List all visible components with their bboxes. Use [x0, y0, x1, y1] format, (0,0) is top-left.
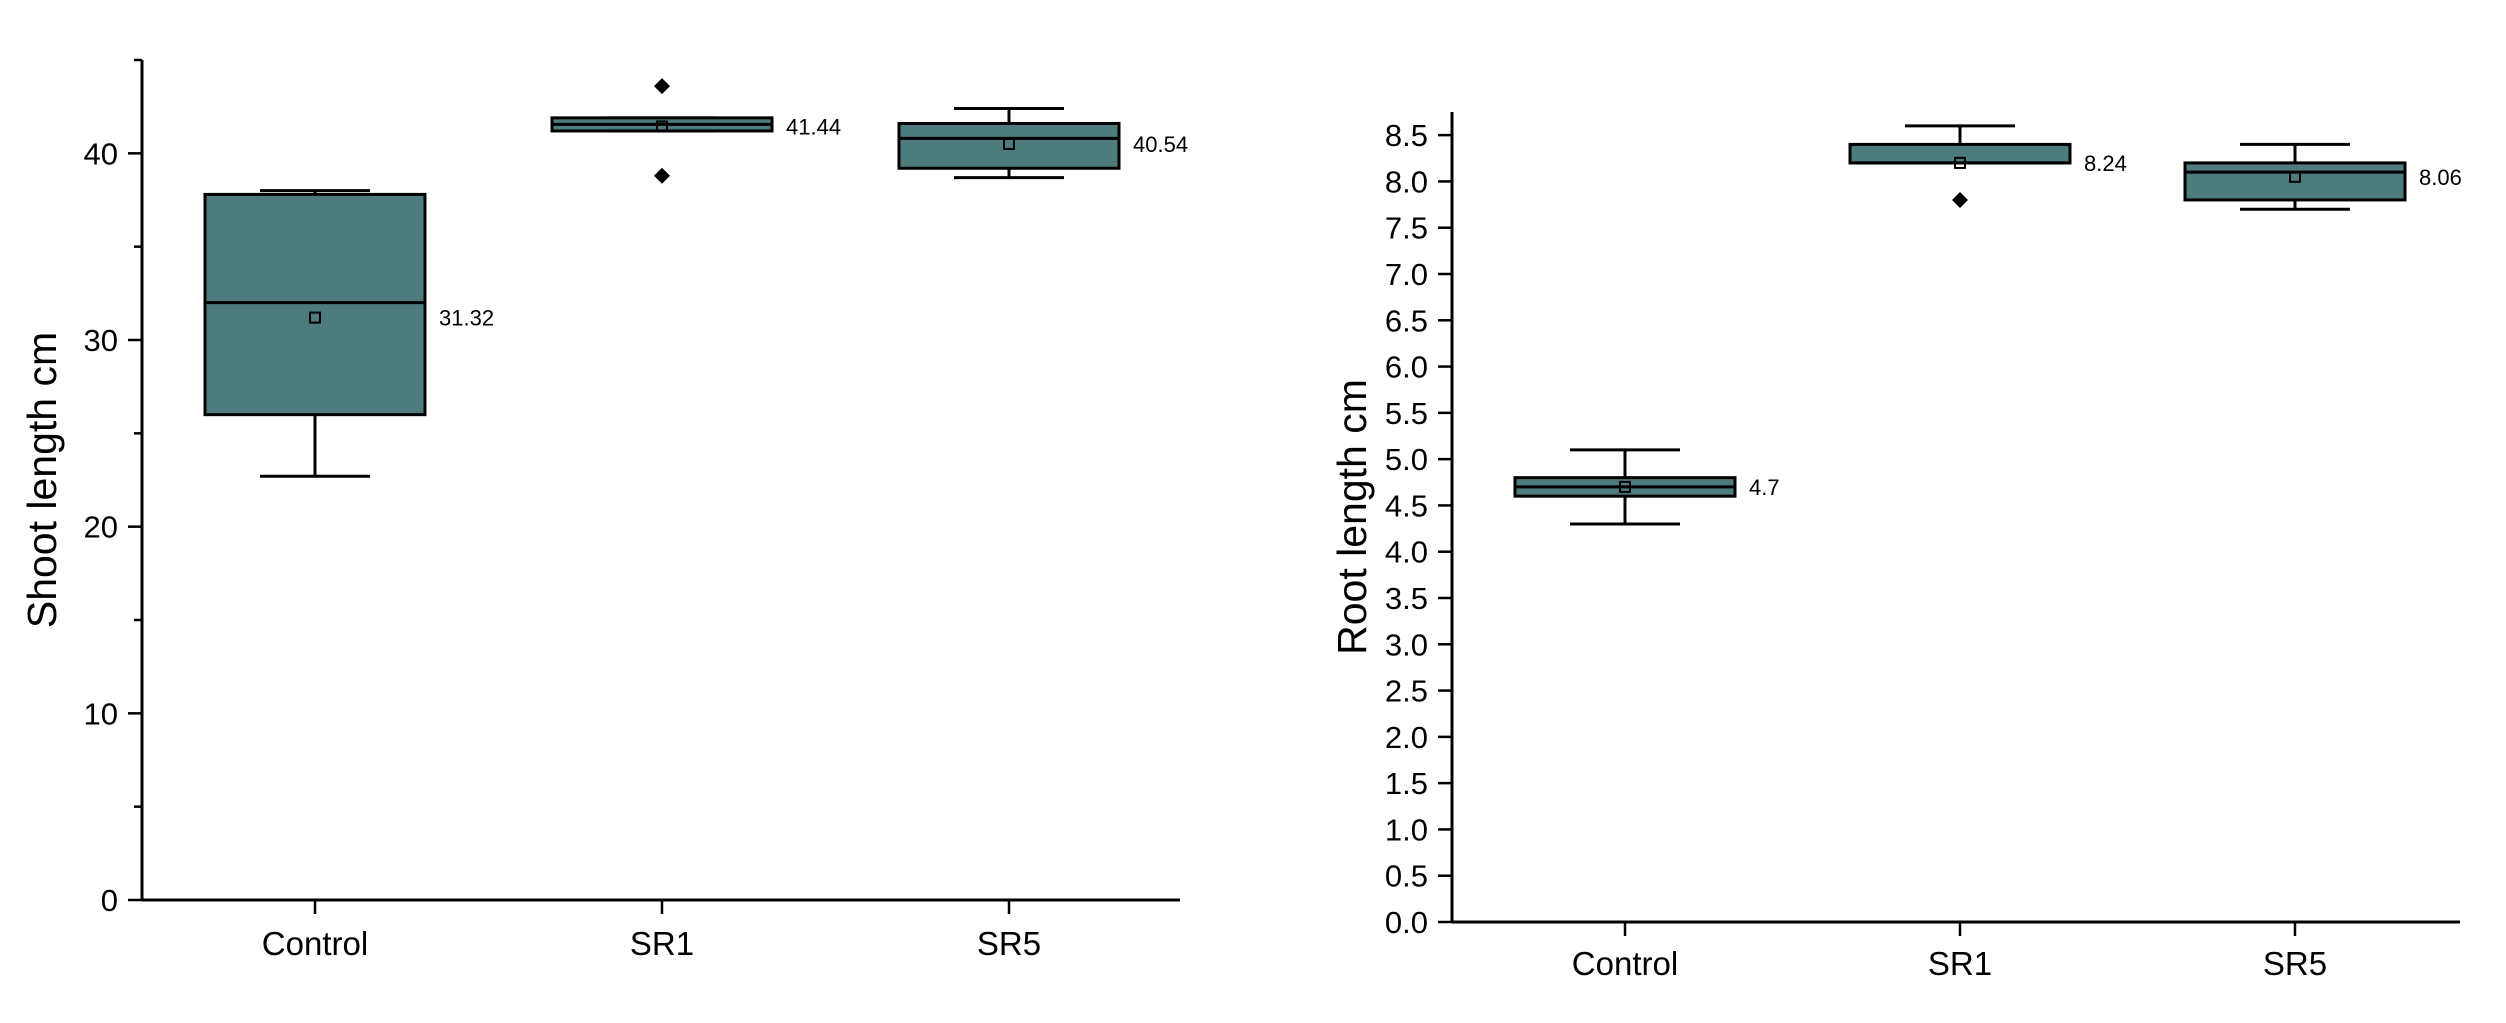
mean-value-label: 8.06: [2419, 165, 2462, 190]
y-tick-label: 5.0: [1385, 442, 1428, 477]
outlier-point: [654, 167, 670, 184]
y-tick-label: 4.0: [1385, 535, 1428, 570]
mean-value-label: 31.32: [439, 306, 494, 331]
mean-value-label: 4.7: [1749, 475, 1780, 500]
mean-marker: [656, 120, 668, 133]
x-tick-label: Control: [262, 925, 368, 962]
y-tick-label: 7.5: [1385, 211, 1428, 246]
y-tick-label: 0.0: [1385, 905, 1428, 940]
y-tick-label: 2.5: [1385, 674, 1428, 709]
box-iqr: [897, 121, 1121, 170]
y-axis-title: Shoot length cm: [19, 332, 65, 628]
chart-panel-1: 0 10 20 30 40 Shoot length cm Control SR1 SR5 31.…: [19, 58, 1188, 962]
y-tick-label: 40: [84, 136, 118, 171]
box-sr5: 8.06: [2183, 142, 2462, 211]
x-tick-label: Control: [1572, 945, 1678, 982]
outlier-point: [654, 78, 670, 95]
y-tick-label: 4.5: [1385, 488, 1428, 523]
y-tick-label: 6.0: [1385, 350, 1428, 385]
y-tick-label: 3.5: [1385, 581, 1428, 616]
y-tick-label: 10: [84, 696, 118, 731]
y-tick-label: 1.0: [1385, 812, 1428, 847]
mean-value-label: 41.44: [786, 114, 841, 139]
y-tick-label: 7.0: [1385, 257, 1428, 292]
x-tick-label: SR1: [1928, 945, 1992, 982]
y-axis-title: Root length cm: [1329, 379, 1375, 655]
y-tick-label: 0: [101, 883, 118, 918]
x-tick-label: SR5: [2263, 945, 2327, 982]
mean-marker: [1619, 480, 1631, 493]
mean-marker: [1003, 138, 1015, 150]
y-tick-label: 1.5: [1385, 766, 1428, 801]
y-tick-label: 2.0: [1385, 720, 1428, 755]
x-tick-label: SR5: [977, 925, 1041, 962]
mean-marker: [309, 311, 321, 324]
mean-value-label: 8.24: [2084, 151, 2127, 176]
y-tick-label: 8.0: [1385, 164, 1428, 199]
box-sr1: 41.44: [550, 78, 841, 184]
mean-value-label: 40.54: [1133, 132, 1188, 157]
box-iqr: [1848, 142, 2072, 165]
mean-marker: [1954, 156, 1966, 169]
y-tick-label: 6.5: [1385, 303, 1428, 338]
y-tick-label: 20: [84, 510, 118, 545]
y-tick-label: 0.5: [1385, 859, 1428, 894]
x-tick-label: SR1: [630, 925, 694, 962]
box-iqr: [203, 192, 427, 417]
chart-panel-2: 0.0 0.5 1.0 1.5 2.0 2.5 3.0 3.5 4.0 4.5 5.0 5.5 6.0 6…: [1329, 112, 2462, 982]
y-tick-label: 8.5: [1385, 118, 1428, 153]
box-sr1: 8.24: [1848, 124, 2127, 208]
y-tick-label: 5.5: [1385, 396, 1428, 431]
mean-marker: [2289, 170, 2301, 183]
outlier-point: [1952, 191, 1968, 208]
y-tick-label: 3.0: [1385, 627, 1428, 662]
box-control: 4.7: [1513, 448, 1780, 526]
box-control: 31.32: [203, 189, 494, 478]
box-sr5: 40.54: [897, 107, 1188, 180]
y-tick-label: 30: [84, 323, 118, 358]
